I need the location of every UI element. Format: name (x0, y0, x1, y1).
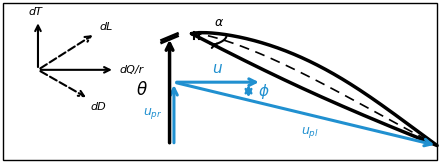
Text: dL: dL (99, 22, 113, 32)
Text: $\alpha$: $\alpha$ (214, 16, 224, 29)
Text: dD: dD (91, 102, 106, 112)
Text: dQ/r: dQ/r (119, 65, 143, 75)
Text: $u_{pr}$: $u_{pr}$ (143, 106, 163, 121)
Text: $\theta$: $\theta$ (136, 81, 148, 99)
Text: $\phi$: $\phi$ (258, 82, 270, 101)
Text: $u$: $u$ (213, 61, 223, 76)
Text: dT: dT (29, 7, 43, 17)
Text: $u_{pl}$: $u_{pl}$ (301, 124, 319, 140)
